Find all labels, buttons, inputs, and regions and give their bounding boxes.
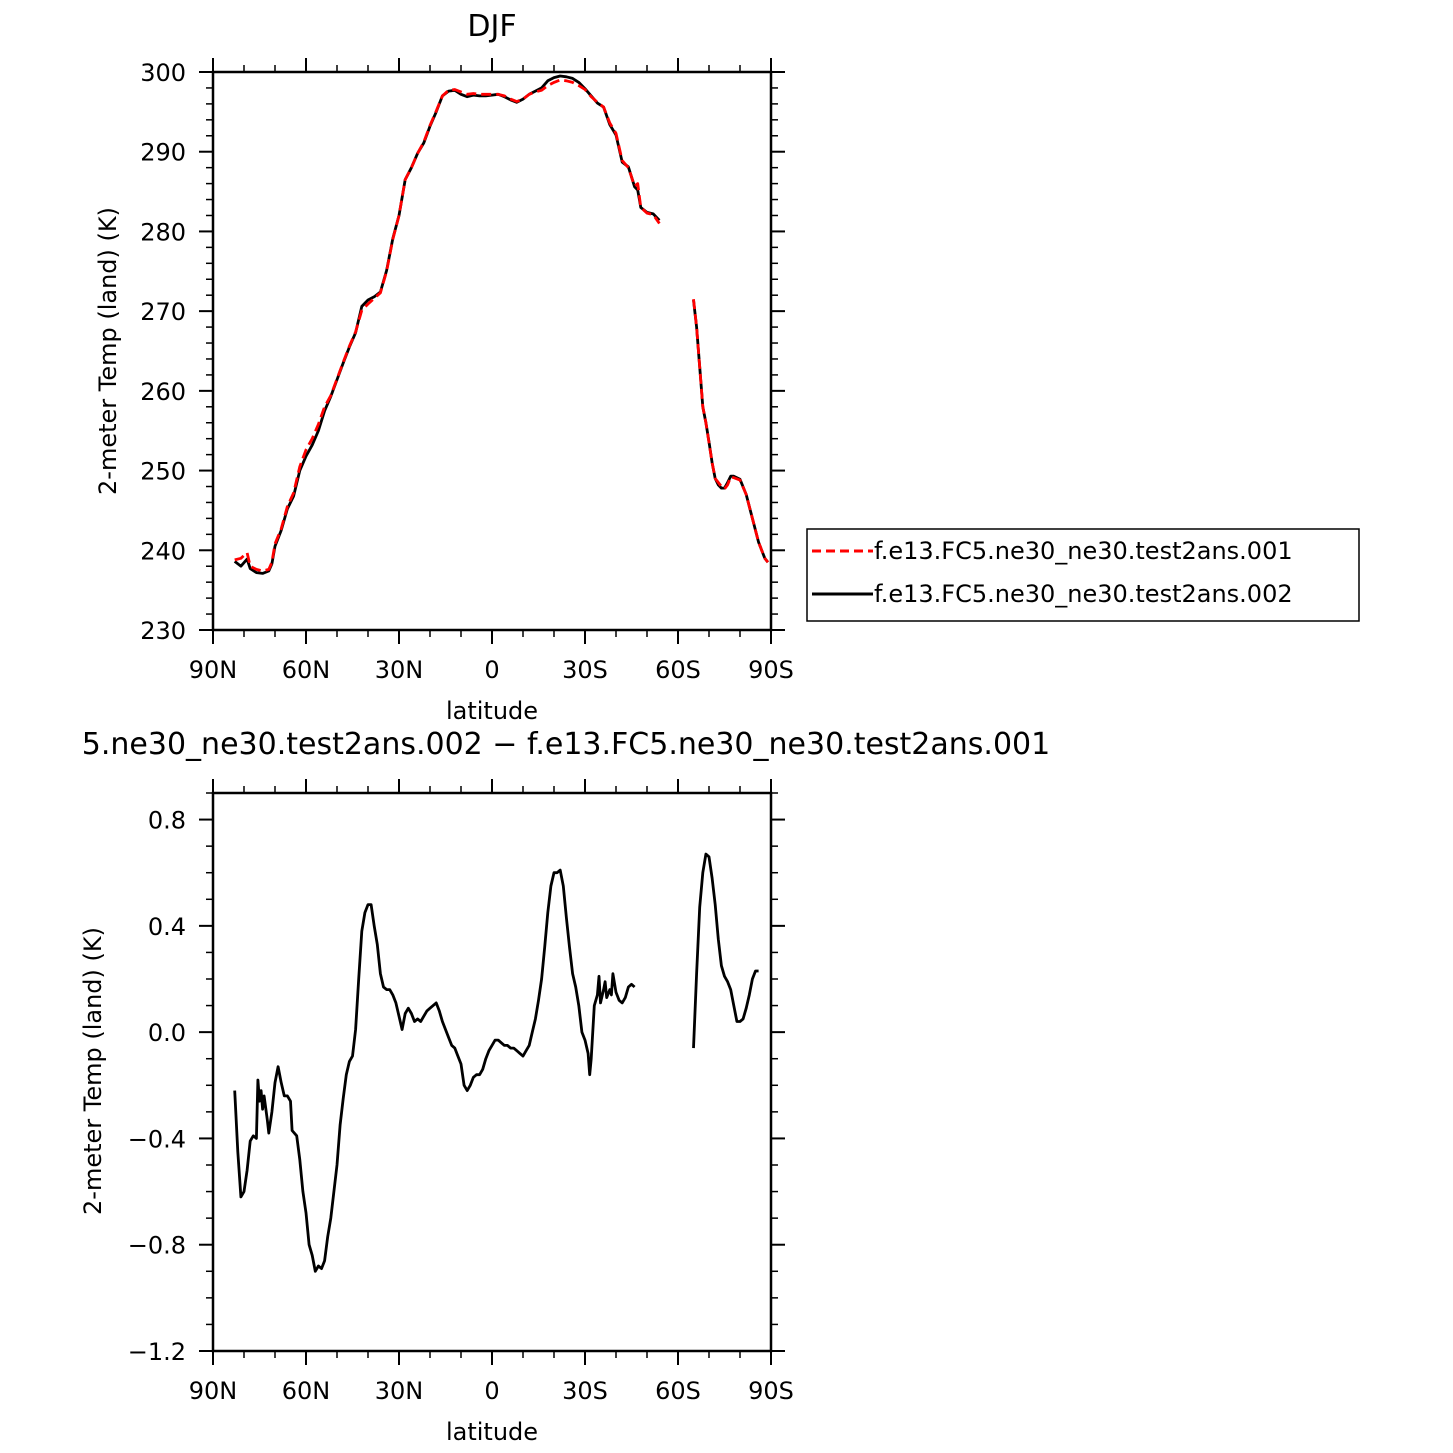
bottom-plot-frame (211, 791, 773, 1353)
bottom-xlabel: latitude (446, 1418, 538, 1446)
x-tick-label: 30S (562, 1377, 608, 1405)
y-tick-label: 300 (140, 59, 186, 87)
legend: f.e13.FC5.ne30_ne30.test2ans.001 f.e13.F… (806, 528, 1360, 622)
x-tick-label: 30N (375, 1377, 424, 1405)
x-tick-label: 60N (282, 1377, 331, 1405)
series-line-001-seg-0 (234, 78, 661, 573)
y-tick-label: −0.8 (128, 1232, 186, 1260)
top-ylabel: 2-meter Temp (land) (K) (94, 207, 122, 495)
legend-label-002: f.e13.FC5.ne30_ne30.test2ans.002 (874, 580, 1293, 608)
series-line-002-seg-0 (233, 74, 661, 575)
y-tick-label: −1.2 (128, 1338, 186, 1366)
x-tick-label: 60N (282, 656, 331, 684)
series-line-difference-seg-0 (233, 868, 636, 1273)
y-tick-label: −0.4 (128, 1125, 186, 1153)
series-line-001-seg-1 (692, 299, 769, 564)
y-tick-label: 290 (140, 139, 186, 167)
x-tick-label: 30S (562, 656, 608, 684)
panel-bottom: 5.ne30_ne30.test2ans.002 − f.e13.FC5.ne3… (79, 727, 1050, 1446)
y-tick-label: 250 (140, 458, 186, 486)
series-line-difference-seg-1 (692, 852, 759, 1049)
bottom-ylabel: 2-meter Temp (land) (K) (79, 927, 107, 1215)
legend-box (806, 528, 1360, 622)
y-tick-label: 280 (140, 218, 186, 246)
y-tick-label: 260 (140, 378, 186, 406)
panel-top: DJF 90N 60N 30N 0 30S 60S 90S 300 290 280 270 260 25… (94, 9, 1360, 725)
bottom-series (233, 852, 759, 1273)
x-tick-label: 0 (484, 1377, 499, 1405)
top-title: DJF (467, 9, 516, 44)
x-tick-label: 60S (655, 656, 701, 684)
legend-label-001: f.e13.FC5.ne30_ne30.test2ans.001 (874, 537, 1293, 565)
top-series (233, 74, 769, 575)
x-tick-label: 30N (375, 656, 424, 684)
y-tick-label: 0.4 (148, 913, 186, 941)
series-line-002-seg-1 (692, 299, 769, 564)
x-tick-label: 0 (484, 656, 499, 684)
top-ticks: 90N 60N 30N 0 30S 60S 90S 300 290 280 270 260 250 240… (140, 58, 794, 684)
y-tick-label: 270 (140, 298, 186, 326)
top-plot-frame (211, 70, 773, 632)
y-tick-label: 230 (140, 617, 186, 645)
top-xlabel: latitude (446, 697, 538, 725)
bottom-ticks: 90N 60N 30N 0 30S 60S 90S 0.8 0.4 0.0 −0.4 −0.8 −1.2 (128, 779, 794, 1405)
bottom-title: 5.ne30_ne30.test2ans.002 − f.e13.FC5.ne3… (82, 727, 1050, 762)
x-tick-label: 90S (748, 1377, 794, 1405)
x-tick-label: 60S (655, 1377, 701, 1405)
y-tick-label: 0.0 (148, 1019, 186, 1047)
y-tick-label: 0.8 (148, 807, 186, 835)
x-tick-label: 90S (748, 656, 794, 684)
y-tick-label: 240 (140, 537, 186, 565)
x-tick-label: 90N (189, 656, 238, 684)
x-tick-label: 90N (189, 1377, 238, 1405)
